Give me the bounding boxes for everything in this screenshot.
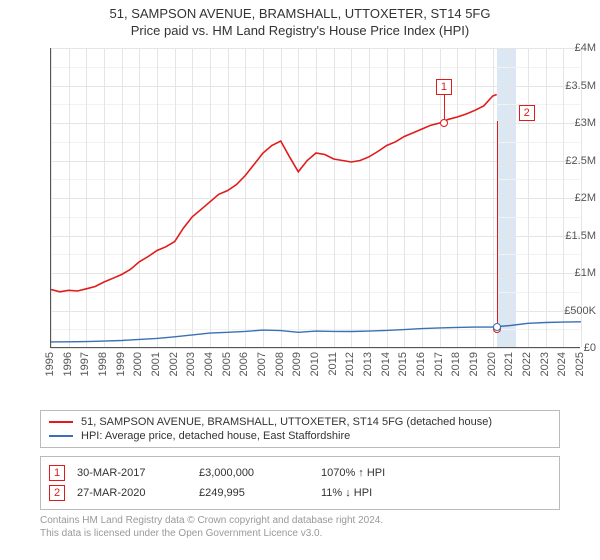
xtick-label: 2019 (468, 352, 480, 376)
chart-area: 12 £0£500K£1M£1.5M£2M£2.5M£3M£3.5M£4M 19… (0, 42, 600, 402)
xtick-label: 2010 (309, 352, 321, 376)
xtick-label: 2021 (503, 352, 515, 376)
event-delta: 11% ↓ HPI (321, 487, 461, 499)
series-property (51, 95, 497, 292)
marker-dot (440, 119, 448, 127)
marker-drop-line (497, 121, 498, 329)
chart-title: 51, SAMPSON AVENUE, BRAMSHALL, UTTOXETER… (0, 0, 600, 21)
xtick-label: 2012 (344, 352, 356, 376)
marker-label: 1 (436, 79, 452, 95)
event-date: 27-MAR-2020 (77, 487, 187, 499)
xtick-label: 2007 (256, 352, 268, 376)
legend-item: HPI: Average price, detached house, East… (49, 429, 551, 443)
plot-region: 12 (50, 48, 580, 348)
ytick-label: £4M (550, 42, 596, 54)
ytick-label: £2M (550, 192, 596, 204)
gridline-h (51, 348, 580, 349)
series-hpi (51, 322, 581, 342)
xtick-label: 1996 (62, 352, 74, 376)
xtick-label: 2003 (185, 352, 197, 376)
xtick-label: 2017 (433, 352, 445, 376)
xtick-label: 2002 (168, 352, 180, 376)
event-row: 1 30-MAR-2017 £3,000,000 1070% ↑ HPI (49, 463, 551, 483)
events-table: 1 30-MAR-2017 £3,000,000 1070% ↑ HPI 2 27-MAR… (40, 456, 560, 510)
chart-subtitle: Price paid vs. HM Land Registry's House … (0, 21, 600, 38)
xtick-label: 2014 (380, 352, 392, 376)
event-price: £3,000,000 (199, 467, 309, 479)
xtick-label: 2008 (274, 352, 286, 376)
marker-label: 2 (519, 105, 535, 121)
xtick-label: 1999 (115, 352, 127, 376)
legend-label: 51, SAMPSON AVENUE, BRAMSHALL, UTTOXETER… (81, 416, 492, 428)
xtick-label: 2004 (203, 352, 215, 376)
ytick-label: £3.5M (550, 80, 596, 92)
xtick-label: 2005 (221, 352, 233, 376)
xtick-label: 2006 (238, 352, 250, 376)
legend: 51, SAMPSON AVENUE, BRAMSHALL, UTTOXETER… (40, 410, 560, 448)
ytick-label: £1.5M (550, 230, 596, 242)
marker-dot-hpi (493, 323, 501, 331)
legend-item: 51, SAMPSON AVENUE, BRAMSHALL, UTTOXETER… (49, 415, 551, 429)
chart-container: 51, SAMPSON AVENUE, BRAMSHALL, UTTOXETER… (0, 0, 600, 560)
xtick-label: 2024 (556, 352, 568, 376)
xtick-label: 1995 (44, 352, 56, 376)
event-marker: 2 (49, 485, 65, 501)
xtick-label: 1997 (79, 352, 91, 376)
x-axis-labels: 1995199619971998199920002001200220032004… (50, 352, 580, 392)
event-row: 2 27-MAR-2020 £249,995 11% ↓ HPI (49, 483, 551, 503)
xtick-label: 2000 (132, 352, 144, 376)
xtick-label: 2020 (486, 352, 498, 376)
xtick-label: 2013 (362, 352, 374, 376)
series-svg (51, 48, 581, 348)
xtick-label: 2011 (327, 352, 339, 376)
xtick-label: 2016 (415, 352, 427, 376)
event-price: £249,995 (199, 487, 309, 499)
ytick-label: £2.5M (550, 155, 596, 167)
license-text: Contains HM Land Registry data © Crown c… (40, 514, 560, 540)
legend-swatch (49, 421, 73, 423)
xtick-label: 1998 (97, 352, 109, 376)
event-marker: 1 (49, 465, 65, 481)
ytick-label: £3M (550, 117, 596, 129)
xtick-label: 2009 (291, 352, 303, 376)
ytick-label: £500K (550, 305, 596, 317)
xtick-label: 2001 (150, 352, 162, 376)
xtick-label: 2022 (521, 352, 533, 376)
event-delta: 1070% ↑ HPI (321, 467, 461, 479)
xtick-label: 2015 (397, 352, 409, 376)
ytick-label: £1M (550, 267, 596, 279)
xtick-label: 2025 (574, 352, 586, 376)
event-date: 30-MAR-2017 (77, 467, 187, 479)
legend-swatch (49, 435, 73, 437)
license-line-1: Contains HM Land Registry data © Crown c… (40, 514, 560, 527)
xtick-label: 2018 (450, 352, 462, 376)
legend-label: HPI: Average price, detached house, East… (81, 430, 350, 442)
license-line-2: This data is licensed under the Open Gov… (40, 527, 560, 540)
xtick-label: 2023 (539, 352, 551, 376)
